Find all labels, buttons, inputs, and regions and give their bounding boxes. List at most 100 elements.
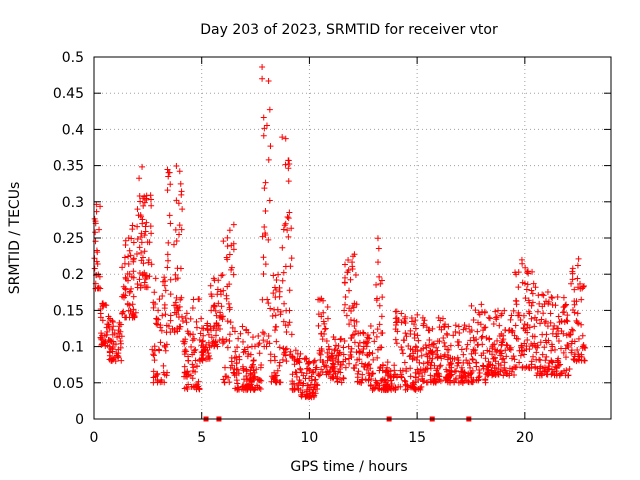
data-point bbox=[536, 300, 543, 307]
data-point bbox=[155, 307, 162, 314]
data-point bbox=[280, 318, 287, 325]
data-point bbox=[528, 315, 535, 322]
data-point bbox=[513, 364, 520, 371]
data-point bbox=[423, 344, 430, 351]
y-tick-label: 0.15 bbox=[53, 303, 84, 319]
data-point bbox=[151, 289, 158, 296]
data-point bbox=[541, 368, 548, 375]
data-point bbox=[373, 281, 380, 288]
data-point bbox=[157, 322, 164, 329]
data-point bbox=[511, 372, 518, 379]
data-point bbox=[224, 318, 231, 325]
data-point bbox=[556, 319, 563, 326]
data-point bbox=[560, 330, 567, 337]
data-point bbox=[472, 347, 479, 354]
data-point bbox=[219, 336, 226, 343]
data-point bbox=[444, 368, 451, 375]
data-point bbox=[482, 324, 489, 331]
data-point bbox=[384, 378, 391, 385]
data-point bbox=[215, 300, 222, 307]
data-point bbox=[174, 275, 181, 282]
data-point bbox=[578, 296, 585, 303]
data-point bbox=[442, 377, 449, 384]
data-point bbox=[292, 369, 299, 376]
data-point bbox=[347, 317, 354, 324]
data-point bbox=[545, 337, 552, 344]
data-point bbox=[482, 379, 489, 386]
data-point bbox=[283, 345, 290, 352]
data-point bbox=[391, 362, 398, 369]
data-point bbox=[345, 343, 352, 350]
data-point bbox=[408, 318, 415, 325]
data-point bbox=[407, 365, 414, 372]
data-point bbox=[224, 344, 231, 351]
data-point bbox=[265, 300, 272, 307]
data-point bbox=[320, 309, 327, 316]
data-point bbox=[308, 384, 315, 391]
data-point bbox=[342, 301, 349, 308]
data-point bbox=[297, 366, 304, 373]
data-point bbox=[376, 367, 383, 374]
data-point bbox=[177, 180, 184, 187]
data-point bbox=[463, 345, 470, 352]
data-point bbox=[321, 326, 328, 333]
data-point bbox=[553, 333, 560, 340]
data-point bbox=[164, 251, 171, 258]
x-tick-label: 10 bbox=[301, 430, 319, 446]
data-point bbox=[479, 341, 486, 348]
data-point bbox=[217, 313, 224, 320]
data-point bbox=[567, 331, 574, 338]
data-point bbox=[294, 382, 301, 389]
data-point bbox=[162, 347, 169, 354]
data-point bbox=[532, 343, 539, 350]
data-point bbox=[388, 377, 395, 384]
data-point bbox=[356, 348, 363, 355]
data-point bbox=[409, 356, 416, 363]
data-point bbox=[554, 293, 561, 300]
data-point bbox=[533, 356, 540, 363]
data-point bbox=[323, 338, 330, 345]
data-point bbox=[293, 358, 300, 365]
data-point bbox=[160, 362, 167, 369]
data-point bbox=[523, 286, 530, 293]
data-point bbox=[433, 367, 440, 374]
data-point bbox=[410, 350, 417, 357]
data-point bbox=[437, 362, 444, 369]
data-point bbox=[568, 349, 575, 356]
data-point bbox=[248, 343, 255, 350]
data-point bbox=[226, 281, 233, 288]
data-point bbox=[515, 309, 522, 316]
data-point bbox=[189, 337, 196, 344]
data-point bbox=[213, 312, 220, 319]
data-point bbox=[376, 321, 383, 328]
data-point bbox=[173, 162, 180, 169]
data-point bbox=[155, 346, 162, 353]
data-point bbox=[351, 339, 358, 346]
data-point bbox=[509, 355, 516, 362]
data-point bbox=[555, 313, 562, 320]
data-point bbox=[533, 372, 540, 379]
data-point bbox=[176, 168, 183, 175]
data-point bbox=[528, 302, 535, 309]
data-point bbox=[121, 314, 128, 321]
data-point bbox=[204, 326, 211, 333]
data-point bbox=[130, 268, 137, 275]
data-point bbox=[250, 375, 257, 382]
data-point bbox=[392, 322, 399, 329]
data-point bbox=[502, 347, 509, 354]
data-point bbox=[399, 350, 406, 357]
data-point bbox=[163, 372, 170, 379]
data-point bbox=[501, 359, 508, 366]
data-point bbox=[196, 337, 203, 344]
data-point bbox=[384, 382, 391, 389]
data-point bbox=[249, 334, 256, 341]
data-point bbox=[161, 282, 168, 289]
data-point bbox=[535, 292, 542, 299]
data-point bbox=[262, 230, 269, 237]
data-point bbox=[106, 337, 113, 344]
data-point bbox=[356, 356, 363, 363]
data-point bbox=[528, 287, 535, 294]
data-point bbox=[475, 374, 482, 381]
data-point bbox=[138, 249, 145, 256]
data-point bbox=[226, 306, 233, 313]
